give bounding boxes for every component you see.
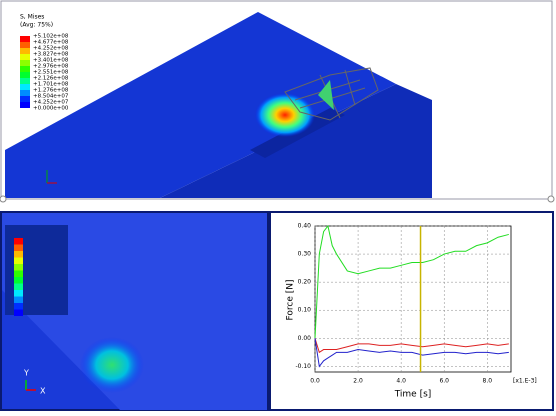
legend-swatch	[14, 283, 23, 290]
legend-swatch	[20, 78, 30, 84]
legend-swatch	[20, 60, 30, 66]
legend-swatch	[14, 290, 23, 297]
triad: Y X	[23, 369, 46, 396]
y-tick-label: 0.00	[298, 335, 312, 342]
legend-label: +1.276e+08	[33, 88, 69, 94]
legend-swatch	[20, 72, 30, 78]
legend-swatch	[14, 277, 23, 284]
legend-label: +5.102e+08	[33, 34, 69, 40]
legend-swatch	[20, 90, 30, 96]
legend-swatch	[14, 244, 23, 251]
y-axis-label: Force [N]	[286, 280, 296, 321]
x-tick-label: 4.0	[396, 378, 406, 385]
x-axis-label: Time [s]	[394, 390, 432, 400]
legend-swatch	[20, 66, 30, 72]
stress-hotspot	[80, 337, 144, 393]
triad-x: X	[40, 387, 46, 396]
splitter[interactable]	[0, 195, 7, 203]
legend-swatch	[14, 309, 23, 316]
legend-label: +4.252e+08	[33, 46, 69, 52]
series-line	[314, 224, 509, 339]
legend-label: +2.976e+08	[33, 64, 69, 70]
legend-swatch	[14, 257, 23, 264]
legend-label: +4.677e+08	[33, 40, 69, 46]
stress-hotspot	[255, 93, 315, 137]
splitter[interactable]	[547, 195, 555, 203]
legend-swatch	[14, 296, 23, 303]
x-tick-label: 6.0	[439, 378, 449, 385]
legend-label: +4.252e+07	[33, 100, 69, 106]
y-tick-label: 0.30	[298, 251, 312, 258]
legend-title: S, Mises	[20, 14, 44, 21]
x-tick-label: 2.0	[353, 378, 363, 385]
block-top	[5, 12, 396, 198]
legend-label: +2.126e+08	[33, 76, 69, 82]
x-scale-note: [x1.E-3]	[513, 378, 537, 385]
legend-label: +3.401e+08	[33, 58, 69, 64]
series-line	[314, 338, 509, 368]
block-face	[2, 213, 267, 410]
legend-swatch	[14, 303, 23, 310]
legend-swatch	[20, 48, 30, 54]
contour-legend: S, Mises (Avg: 75%) +5.102e+08+4.677e+08…	[20, 14, 69, 112]
chart: Force [N] Time [s] [x1.E-3] 0.40 0.30 0.20…	[286, 223, 537, 400]
legend-subtitle: (Avg: 75%)	[20, 22, 53, 29]
legend-swatch	[14, 264, 23, 271]
legend-swatch	[20, 84, 30, 90]
legend-swatch	[14, 251, 23, 258]
y-tick-label: -0.10	[295, 363, 311, 370]
legend-swatch	[20, 42, 30, 48]
legend-swatch	[20, 54, 30, 60]
y-tick-label: 0.10	[298, 307, 312, 314]
legend-label: +0.000e+00	[33, 106, 69, 112]
triad-y: Y	[23, 369, 29, 378]
legend-label: +3.827e+08	[33, 52, 69, 58]
x-tick-label: 0.0	[310, 378, 320, 385]
legend-swatch	[20, 36, 30, 42]
series-line	[314, 338, 509, 354]
legend-label: +2.551e+08	[33, 70, 69, 76]
plot-area	[314, 225, 512, 373]
y-tick-label: 0.20	[298, 279, 312, 286]
contour-legend-faded	[14, 238, 23, 316]
legend-label: +8.504e+07	[33, 94, 69, 100]
legend-swatch	[14, 270, 23, 277]
legend-swatch	[20, 96, 30, 102]
x-tick-label: 8.0	[483, 378, 493, 385]
legend-label: +1.701e+08	[33, 82, 69, 88]
triad-small	[46, 170, 57, 184]
legend-swatch	[20, 102, 30, 108]
chip-highlight	[318, 80, 334, 110]
y-tick-label: 0.40	[298, 223, 312, 230]
legend-swatch	[14, 238, 23, 245]
